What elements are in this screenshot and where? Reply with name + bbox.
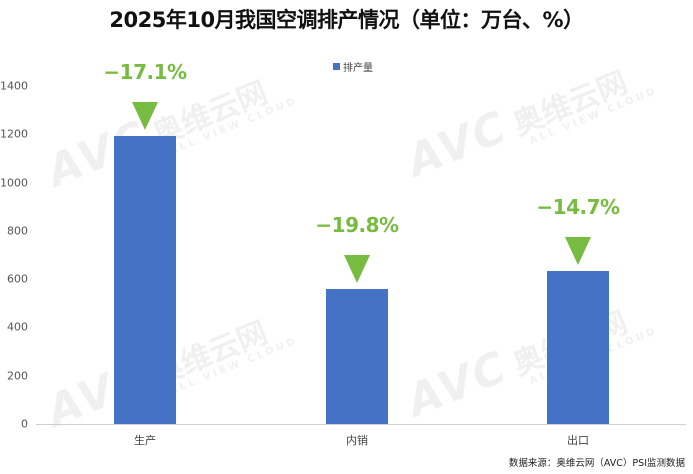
change-label: −19.8% bbox=[315, 213, 399, 238]
y-tick-label: 200 bbox=[7, 369, 28, 383]
watermark: AVC奥维云网 ALL VIEW CLOUD bbox=[400, 65, 660, 188]
x-tick-label: 出口 bbox=[567, 434, 589, 447]
bar-0 bbox=[114, 136, 176, 424]
legend-swatch-icon bbox=[333, 63, 340, 70]
change-label: −14.7% bbox=[536, 195, 620, 220]
y-tick-label: 1000 bbox=[0, 176, 28, 190]
bar-1 bbox=[326, 289, 388, 424]
y-tick-label: 600 bbox=[7, 272, 28, 286]
down-arrow-icon bbox=[344, 255, 370, 284]
down-arrow-icon bbox=[132, 102, 158, 131]
x-tick-label: 内销 bbox=[346, 434, 368, 447]
down-arrow-icon bbox=[565, 237, 591, 266]
y-tick-label: 1400 bbox=[0, 79, 28, 93]
x-tick-label: 生产 bbox=[134, 434, 156, 447]
bar-2 bbox=[547, 271, 609, 424]
watermark: AVC奥维云网 ALL VIEW CLOUD bbox=[400, 305, 660, 428]
change-label: −17.1% bbox=[103, 60, 187, 85]
y-tick-label: 1200 bbox=[0, 127, 28, 141]
data-source-note: 数据来源：奥维云网（AVC）PSI监测数据 bbox=[508, 458, 685, 469]
legend-label: 排产量 bbox=[343, 63, 373, 74]
y-tick-label: 400 bbox=[7, 320, 28, 334]
legend: 排产量 bbox=[333, 59, 373, 74]
y-tick-label: 0 bbox=[21, 417, 28, 431]
chart-title: 2025年10月我国空调排产情况（单位：万台、%） bbox=[109, 8, 584, 32]
x-axis-line bbox=[36, 424, 686, 425]
y-tick-label: 800 bbox=[7, 224, 28, 238]
